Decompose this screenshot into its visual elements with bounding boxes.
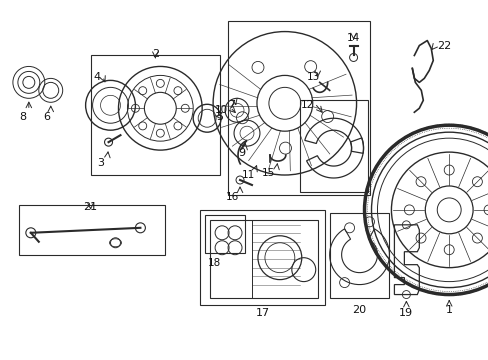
Bar	[329, 213, 388, 298]
Text: 5: 5	[216, 112, 223, 122]
Text: 1: 1	[445, 305, 452, 315]
Text: 10: 10	[215, 105, 227, 115]
Text: 13: 13	[306, 72, 319, 82]
Text: 17: 17	[255, 307, 269, 318]
Text: 18: 18	[208, 258, 221, 268]
Bar	[299, 100, 367, 192]
Bar	[19, 205, 165, 255]
Text: 21: 21	[83, 202, 98, 212]
Text: 3: 3	[97, 158, 104, 168]
Bar	[205, 215, 244, 253]
Text: 16: 16	[225, 192, 238, 202]
Text: 7: 7	[228, 100, 235, 110]
Text: 6: 6	[43, 112, 50, 122]
Text: 22: 22	[436, 41, 450, 50]
Bar	[200, 210, 324, 305]
Text: 15: 15	[261, 168, 274, 178]
Text: 20: 20	[352, 305, 366, 315]
Text: 14: 14	[346, 32, 360, 42]
Text: 11: 11	[241, 170, 254, 180]
Bar	[90, 55, 220, 175]
Bar	[227, 21, 369, 195]
Text: 19: 19	[399, 307, 412, 318]
Text: 8: 8	[19, 112, 26, 122]
Text: 2: 2	[151, 49, 159, 59]
Text: 12: 12	[301, 100, 314, 110]
Text: 4: 4	[93, 72, 100, 82]
Text: 9: 9	[238, 148, 245, 158]
